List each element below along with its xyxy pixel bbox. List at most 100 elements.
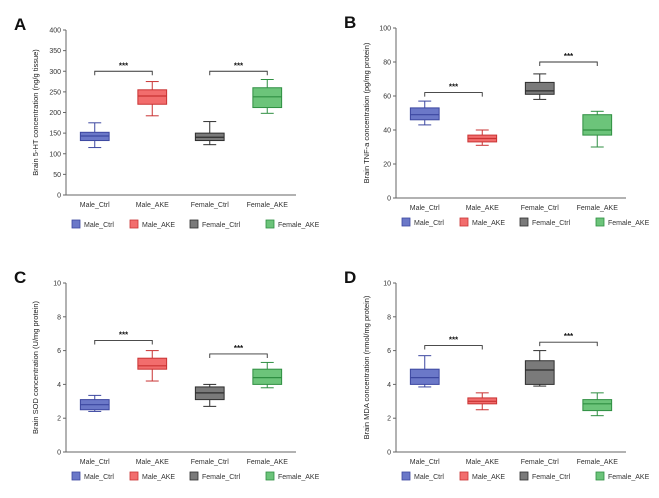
box-iqr bbox=[582, 399, 613, 412]
legend-swatch bbox=[401, 471, 411, 481]
legend-label: Male_AKE bbox=[472, 474, 505, 481]
chart-panel-a: A 0 50 100 150 200 250 300 350 400 Brain 5-HT conc… bbox=[14, 15, 320, 229]
x-tick-label: Male_Ctrl bbox=[410, 205, 440, 212]
significance-label: *** bbox=[234, 61, 244, 70]
legend-swatch bbox=[595, 471, 605, 481]
y-tick-label: 60 bbox=[383, 94, 391, 101]
significance-label: *** bbox=[564, 332, 574, 341]
y-tick-label: 20 bbox=[383, 162, 391, 169]
legend: Male_Ctrl Male_AKE Female_Ctrl Female_AKE bbox=[401, 471, 650, 481]
box-iqr bbox=[409, 107, 440, 121]
box-iqr bbox=[524, 81, 555, 95]
legend: Male_Ctrl Male_AKE Female_Ctrl Female_AKE bbox=[401, 217, 650, 227]
x-tick-label: Male_Ctrl bbox=[410, 459, 440, 466]
box-female-ake bbox=[252, 79, 283, 114]
box-male-ake bbox=[137, 350, 168, 382]
x-tick-label: Male_AKE bbox=[136, 459, 169, 466]
box-female-ctrl bbox=[194, 383, 225, 407]
y-tick-label: 6 bbox=[387, 348, 391, 355]
significance-line bbox=[94, 340, 153, 345]
box-male-ctrl bbox=[79, 394, 110, 412]
legend-swatch bbox=[519, 471, 529, 481]
y-tick-label: 0 bbox=[57, 450, 61, 457]
legend-swatch bbox=[189, 471, 199, 481]
significance-bracket: *** bbox=[424, 83, 483, 97]
x-tick-label: Female_Ctrl bbox=[521, 205, 560, 212]
legend-label: Male_Ctrl bbox=[84, 222, 114, 229]
significance-label: *** bbox=[449, 83, 459, 92]
legend-swatch bbox=[129, 219, 139, 229]
y-tick-label: 6 bbox=[57, 348, 61, 355]
x-tick-label: Female_AKE bbox=[577, 205, 619, 212]
box-iqr bbox=[252, 87, 283, 109]
y-tick-label: 8 bbox=[387, 314, 391, 321]
legend-label: Male_Ctrl bbox=[414, 220, 444, 227]
significance-label: *** bbox=[234, 344, 244, 353]
legend-swatch bbox=[189, 219, 199, 229]
legend-swatch bbox=[459, 471, 469, 481]
legend-label: Male_AKE bbox=[142, 474, 175, 481]
y-tick-label: 40 bbox=[383, 128, 391, 135]
x-tick-label: Female_Ctrl bbox=[521, 459, 560, 466]
box-iqr bbox=[582, 114, 613, 136]
significance-bracket: *** bbox=[539, 52, 598, 66]
y-axis-label: Brain TNF-a concentration (pg/mg protein… bbox=[362, 42, 371, 183]
y-tick-label: 0 bbox=[387, 450, 391, 457]
y-tick-label: 80 bbox=[383, 60, 391, 67]
y-tick-label: 0 bbox=[387, 196, 391, 203]
legend-swatch bbox=[71, 471, 81, 481]
significance-line bbox=[424, 92, 483, 97]
box-iqr bbox=[524, 360, 555, 385]
box-male-ctrl bbox=[409, 355, 440, 388]
significance-line bbox=[94, 70, 153, 76]
box-iqr bbox=[409, 368, 440, 385]
significance-label: *** bbox=[449, 336, 459, 345]
y-tick-label: 150 bbox=[49, 131, 61, 138]
significance-bracket: *** bbox=[424, 336, 483, 350]
box-female-ctrl bbox=[524, 350, 555, 387]
legend-swatch bbox=[265, 471, 275, 481]
significance-label: *** bbox=[119, 330, 129, 339]
legend-label: Female_Ctrl bbox=[532, 474, 571, 481]
significance-bracket: *** bbox=[209, 344, 268, 358]
legend-label: Male_Ctrl bbox=[84, 474, 114, 481]
legend: Male_Ctrl Male_AKE Female_Ctrl Female_AKE bbox=[71, 471, 320, 481]
box-iqr bbox=[137, 357, 168, 370]
significance-label: *** bbox=[119, 61, 129, 70]
legend-swatch bbox=[519, 217, 529, 227]
y-axis-label: Brain SOD concentration (U/mg protein) bbox=[31, 301, 40, 434]
box-male-ctrl bbox=[409, 100, 440, 126]
significance-line bbox=[424, 345, 483, 350]
box-male-ake bbox=[467, 129, 498, 146]
legend-label: Female_AKE bbox=[278, 474, 320, 481]
box-male-ake bbox=[467, 392, 498, 411]
legend-label: Male_Ctrl bbox=[414, 474, 444, 481]
legend: Male_Ctrl Male_AKE Female_Ctrl Female_AKE bbox=[71, 219, 320, 229]
legend-label: Female_Ctrl bbox=[532, 220, 571, 227]
box-female-ake bbox=[582, 392, 613, 417]
y-tick-label: 300 bbox=[49, 69, 61, 76]
box-male-ake bbox=[137, 81, 168, 117]
chart-panel-d: D 0 2 4 6 8 10 Brain MDA concentration (nmol/mg… bbox=[344, 268, 650, 481]
panel-letter: B bbox=[344, 13, 356, 32]
y-axis-label: Brain 5-HT concentration (ng/g tissue) bbox=[31, 49, 40, 176]
x-tick-label: Female_Ctrl bbox=[191, 459, 230, 466]
box-female-ctrl bbox=[524, 73, 555, 100]
legend-swatch bbox=[401, 217, 411, 227]
legend-label: Female_AKE bbox=[608, 220, 650, 227]
legend-label: Female_Ctrl bbox=[202, 222, 241, 229]
legend-swatch bbox=[595, 217, 605, 227]
y-tick-label: 0 bbox=[57, 193, 61, 200]
y-tick-label: 400 bbox=[49, 28, 61, 35]
significance-bracket: *** bbox=[94, 61, 153, 76]
legend-label: Female_Ctrl bbox=[202, 474, 241, 481]
significance-label: *** bbox=[564, 52, 574, 61]
chart-panel-c: C 0 2 4 6 8 10 Brain SOD concentration (U/mg pr… bbox=[14, 268, 320, 481]
y-tick-label: 100 bbox=[379, 26, 391, 33]
panel-letter: A bbox=[14, 15, 26, 34]
y-tick-label: 4 bbox=[387, 382, 391, 389]
legend-label: Male_AKE bbox=[472, 220, 505, 227]
